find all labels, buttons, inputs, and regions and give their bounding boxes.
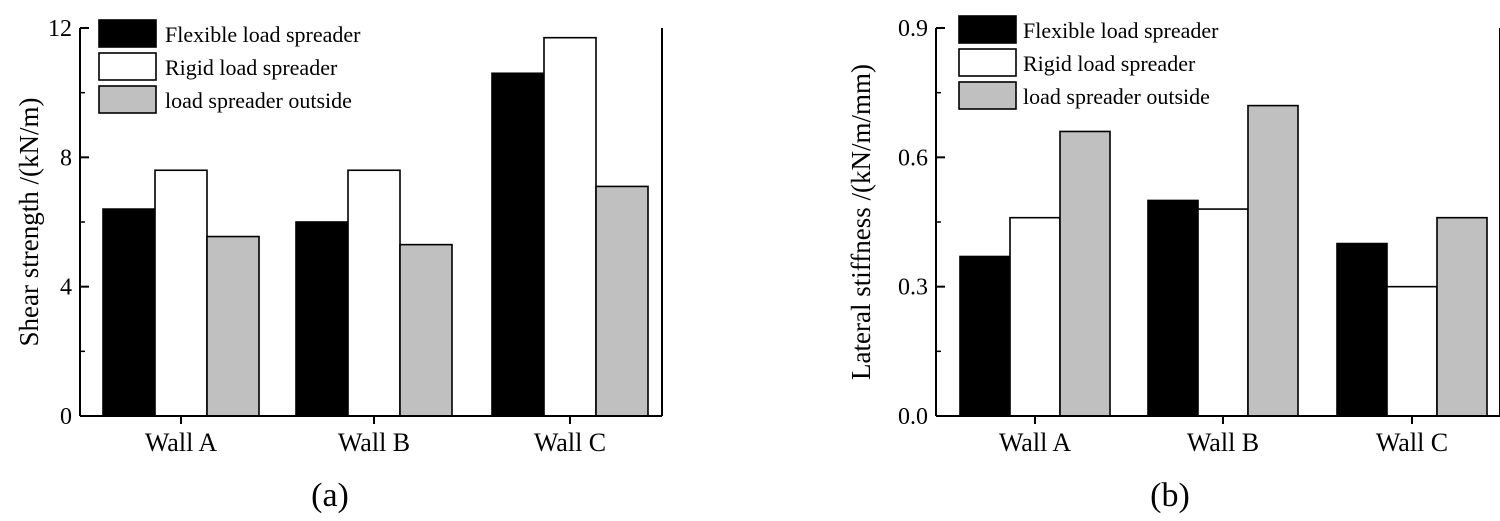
x-tick-label: Wall C (1376, 428, 1448, 457)
bar-flexible-load-spreader-wall-c (491, 72, 545, 417)
legend-label: Flexible load spreader (165, 22, 361, 47)
legend-label: load spreader outside (165, 88, 352, 113)
legend-label: load spreader outside (1023, 84, 1210, 109)
chart-panel-b: 0.0 0.3 0.6 0.9 Wall A Wall B Wall C Lateral st… (846, 15, 1500, 514)
bar-load-spreader-outside-wall-c (595, 185, 649, 417)
x-tick-label: Wall B (1187, 428, 1259, 457)
bar-load-spreader-outside-wall-c (1436, 216, 1488, 417)
y-axis-label: Shear strength /(kN/m) (14, 98, 44, 347)
bar-flexible-load-spreader-wall-b (295, 221, 349, 417)
y-tick-label: 4 (60, 275, 72, 301)
y-tick-label: 8 (60, 145, 72, 171)
bar-rigid-load-spreader-wall-a (1009, 216, 1061, 417)
y-tick-label: 0 (60, 404, 72, 430)
legend-label: Rigid load spreader (165, 55, 338, 80)
bar-rigid-load-spreader-wall-c (543, 36, 597, 417)
panel-caption: (a) (311, 477, 349, 514)
bar-load-spreader-outside-wall-b (399, 243, 453, 417)
y-axis-label: Lateral stiffness /(kN/m/mm) (846, 64, 876, 380)
x-tick-label: Wall C (534, 428, 606, 457)
legend-swatch (958, 48, 1017, 77)
legend-label: Flexible load spreader (1023, 18, 1219, 43)
bar-rigid-load-spreader-wall-c (1386, 285, 1438, 417)
bar-flexible-load-spreader-wall-b (1147, 199, 1199, 417)
y-tick-label: 12 (48, 16, 72, 42)
bar-load-spreader-outside-wall-a (1059, 130, 1111, 417)
chart-panel-a: 0 4 8 12 Wall A Wall B Wall C Shear strength /(… (14, 16, 663, 514)
legend-swatch (98, 85, 157, 114)
bar-rigid-load-spreader-wall-a (154, 169, 208, 417)
legend-swatch (958, 81, 1017, 110)
panel-caption: (b) (1150, 477, 1190, 514)
bar-rigid-load-spreader-wall-b (347, 169, 401, 417)
x-tick-label: Wall B (338, 428, 410, 457)
legend-swatch (98, 19, 157, 48)
bar-flexible-load-spreader-wall-a (959, 255, 1011, 417)
bar-load-spreader-outside-wall-b (1247, 104, 1299, 417)
x-tick-label: Wall A (999, 428, 1072, 457)
bar-load-spreader-outside-wall-a (206, 235, 260, 417)
legend-swatch (958, 15, 1017, 44)
y-tick-label: 0.0 (898, 404, 928, 430)
y-tick-label: 0.9 (898, 16, 928, 42)
bar-flexible-load-spreader-wall-a (102, 208, 156, 417)
y-tick-label: 0.6 (898, 145, 928, 171)
legend-label: Rigid load spreader (1023, 51, 1196, 76)
bar-flexible-load-spreader-wall-c (1336, 242, 1388, 417)
legend-swatch (98, 52, 157, 81)
y-tick-label: 0.3 (898, 275, 928, 301)
bar-rigid-load-spreader-wall-b (1197, 208, 1249, 417)
x-tick-label: Wall A (145, 428, 218, 457)
